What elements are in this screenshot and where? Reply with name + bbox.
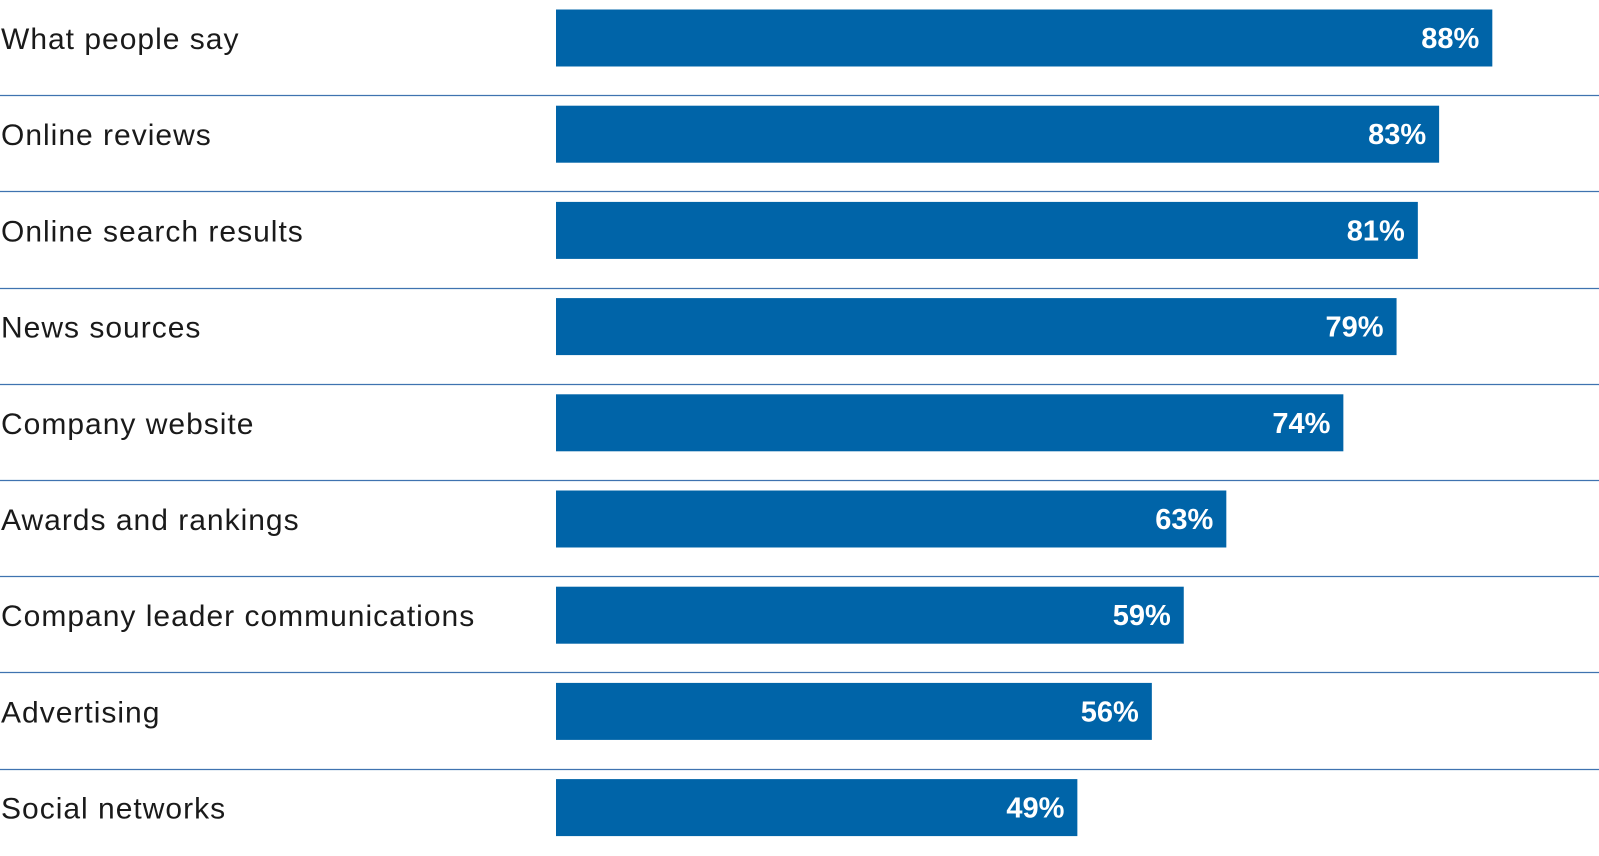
bar-row: News sources 79% [0,298,1599,386]
bar [556,298,1397,356]
bar [556,779,1078,837]
bar [556,682,1152,740]
bar [556,586,1184,644]
bar-row: Online search results 81% [0,201,1599,290]
bar-row: Advertising 56% [0,682,1599,771]
category-label: What people say [1,23,239,56]
category-label: Awards and rankings [1,504,300,537]
bar [556,490,1227,548]
bar-value-label: 59% [1113,600,1171,632]
bar-value-label: 79% [1326,312,1384,344]
bar [556,105,1440,163]
bar-row: What people say 88% [0,9,1599,97]
bar-value-label: 81% [1347,215,1405,247]
category-label: Advertising [1,696,160,729]
bar-value-label: 49% [1006,793,1064,825]
bar-row: Company website 74% [0,394,1599,482]
bar-value-label: 88% [1421,23,1479,55]
bar-value-label: 83% [1368,119,1426,151]
category-label: News sources [1,312,201,345]
bar-value-label: 74% [1272,408,1330,440]
category-label: Online search results [1,215,304,248]
bar [556,394,1344,452]
bar [556,201,1418,259]
bar-row: Company leader communications 59% [0,586,1599,674]
bar-row: Awards and rankings 63% [0,490,1599,578]
bar-value-label: 63% [1155,504,1213,536]
category-label: Social networks [1,793,226,826]
category-label: Company leader communications [1,600,475,633]
bar-row: Social networks 49% [1,779,1078,837]
category-label: Company website [1,408,254,441]
category-label: Online reviews [1,119,212,152]
bar-row: Online reviews 83% [0,105,1599,193]
bar [556,9,1493,67]
bar-value-label: 56% [1081,696,1139,728]
